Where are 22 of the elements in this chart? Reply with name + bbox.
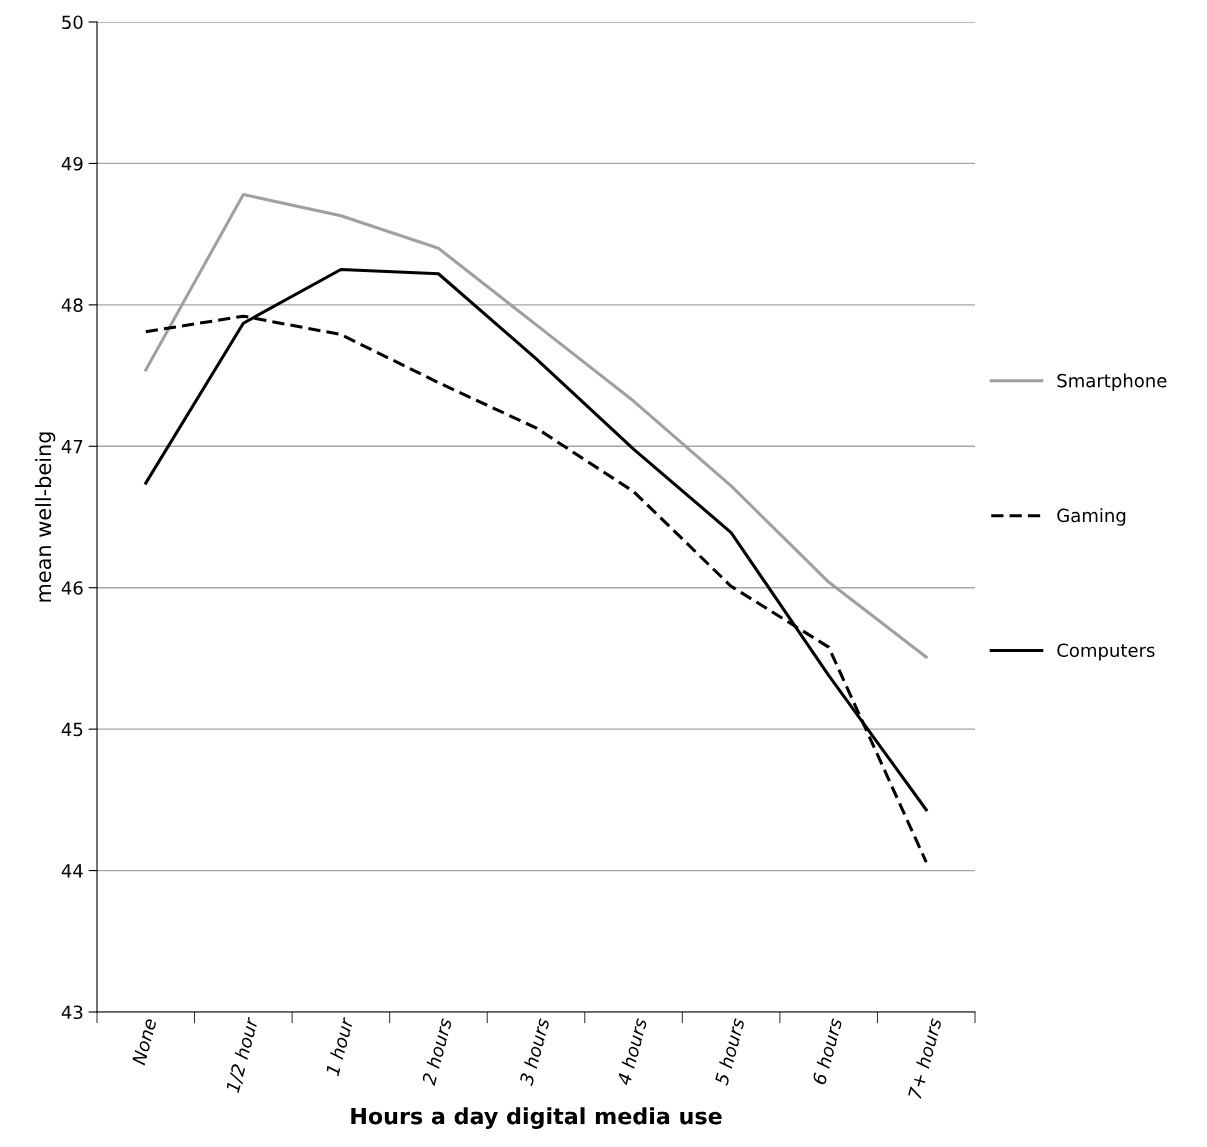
x-axis-title: Hours a day digital media use [351, 1107, 722, 1129]
x-tick-label: 1 hour [325, 1015, 354, 1077]
x-tick-label: 4 hours [616, 1017, 648, 1086]
x-tick-label: 6 hours [811, 1017, 843, 1086]
legend-label: Gaming [1057, 508, 1126, 526]
x-tick-label: 2 hours [421, 1017, 453, 1087]
x-tick-label: 5 hours [713, 1017, 745, 1086]
y-tick-label: 50 [62, 15, 83, 30]
legend-label: Smartphone [1057, 373, 1167, 391]
y-tick-label: 47 [61, 439, 83, 454]
y-tick-label: 44 [61, 864, 83, 878]
y-tick-label: 48 [61, 298, 83, 312]
x-tick-label: 7+ hours [907, 1017, 942, 1100]
y-tick-label: 49 [61, 156, 83, 171]
x-tick-label: None [131, 1017, 157, 1066]
y-tick-label: 46 [61, 581, 83, 595]
y-axis-title: mean well-being [35, 432, 56, 602]
y-tick-label: 45 [61, 722, 83, 737]
x-tick-label: 1/2 hour [225, 1015, 260, 1094]
x-tick-label: 3 hours [518, 1017, 550, 1087]
y-tick-label: 43 [61, 1005, 83, 1020]
legend-label: Computers [1057, 643, 1155, 661]
